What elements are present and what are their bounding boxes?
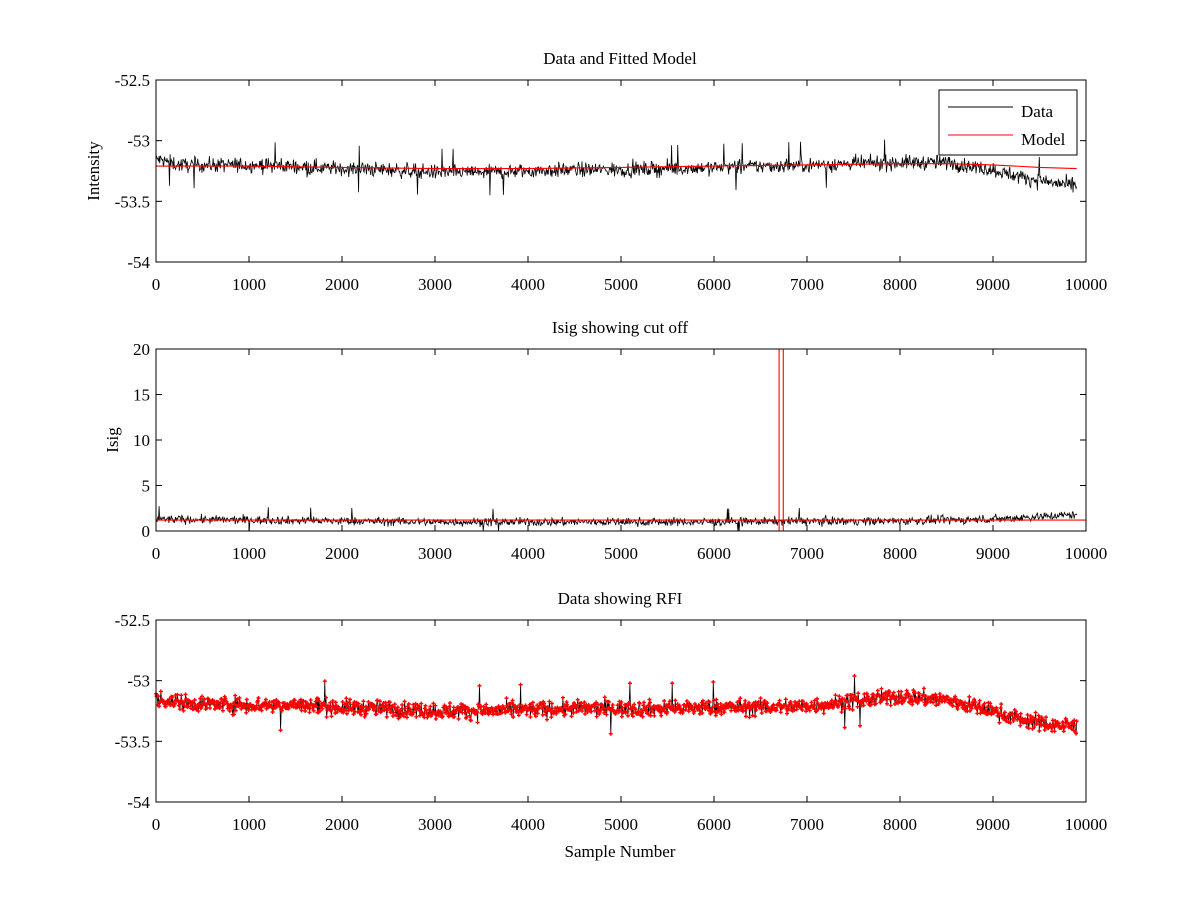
chart-title: Isig showing cut off xyxy=(552,318,688,337)
x-tick-label: 2000 xyxy=(325,544,359,563)
x-tick-label: 0 xyxy=(152,275,161,294)
x-tick-label: 10000 xyxy=(1065,544,1108,563)
x-tick-label: 8000 xyxy=(883,815,917,834)
x-tick-label: 4000 xyxy=(511,275,545,294)
panel-isig-showing-cut-off: Isig showing cut off Isig 0 1000 2000 3000 4… xyxy=(103,318,1107,563)
y-axis-label: Isig xyxy=(103,427,122,453)
x-tick-label: 3000 xyxy=(418,815,452,834)
y-tick-label: -53 xyxy=(127,672,150,691)
x-tick-label: 8000 xyxy=(883,544,917,563)
y-tick-label: 0 xyxy=(142,522,151,541)
y-tick-label: 10 xyxy=(133,431,150,450)
x-tick-label: 8000 xyxy=(883,275,917,294)
y-tick-label: 15 xyxy=(133,386,150,405)
y-tick-label: 5 xyxy=(142,477,151,496)
x-tick-label: 1000 xyxy=(232,275,266,294)
plot-area xyxy=(155,139,1078,196)
y-tick-label: -52.5 xyxy=(115,71,150,90)
x-tick-label: 2000 xyxy=(325,275,359,294)
panel-data-and-fitted-model: Data and Fitted Model Intensity 0 1000 200… xyxy=(84,49,1107,294)
x-tick-label: 3000 xyxy=(418,544,452,563)
plot-area xyxy=(155,349,1086,532)
chart-title: Data showing RFI xyxy=(558,589,683,608)
axes: 0 1000 2000 3000 4000 5000 6000 7000 8000 9000 100… xyxy=(115,611,1108,834)
x-tick-label: 6000 xyxy=(697,815,731,834)
axes: 0 1000 2000 3000 4000 5000 6000 7000 8000 9000 100… xyxy=(133,340,1107,563)
x-tick-label: 4000 xyxy=(511,544,545,563)
y-tick-label: -52.5 xyxy=(115,611,150,630)
data-line xyxy=(155,506,1078,532)
legend: Data Model xyxy=(938,89,1078,156)
x-tick-label: 9000 xyxy=(976,275,1010,294)
chart-title: Data and Fitted Model xyxy=(543,49,697,68)
y-tick-label: -54 xyxy=(127,793,150,812)
x-tick-label: 9000 xyxy=(976,544,1010,563)
x-tick-label: 10000 xyxy=(1065,275,1108,294)
y-tick-label: -53.5 xyxy=(115,732,150,751)
x-tick-label: 2000 xyxy=(325,815,359,834)
x-tick-label: 4000 xyxy=(511,815,545,834)
y-axis-label: Intensity xyxy=(84,141,103,201)
legend-box xyxy=(938,89,1078,156)
series-data xyxy=(155,139,1078,196)
x-tick-label: 0 xyxy=(152,544,161,563)
x-tick-label: 0 xyxy=(152,815,161,834)
x-tick-label: 9000 xyxy=(976,815,1010,834)
y-tick-label: -53 xyxy=(127,132,150,151)
x-axis-label: Sample Number xyxy=(565,842,676,861)
panel-data-showing-rfi: Data showing RFI Sample Number 0 1000 2000… xyxy=(115,589,1108,861)
x-tick-label: 1000 xyxy=(232,544,266,563)
series-model xyxy=(156,163,1077,170)
x-tick-label: 3000 xyxy=(418,275,452,294)
x-tick-label: 6000 xyxy=(697,275,731,294)
x-tick-label: 10000 xyxy=(1065,815,1108,834)
y-tick-label: 20 xyxy=(133,340,150,359)
x-tick-label: 7000 xyxy=(790,544,824,563)
x-tick-label: 7000 xyxy=(790,275,824,294)
x-tick-label: 7000 xyxy=(790,815,824,834)
x-tick-label: 5000 xyxy=(604,275,638,294)
x-tick-label: 5000 xyxy=(604,544,638,563)
axes: 0 1000 2000 3000 4000 5000 6000 7000 8000 9000 100… xyxy=(115,71,1108,294)
legend-label-model: Model xyxy=(1021,130,1066,149)
x-tick-label: 6000 xyxy=(697,544,731,563)
y-tick-label: -53.5 xyxy=(115,192,150,211)
x-tick-label: 5000 xyxy=(604,815,638,834)
x-tick-label: 1000 xyxy=(232,815,266,834)
data-line xyxy=(155,139,1078,196)
legend-label-data: Data xyxy=(1021,102,1054,121)
model-line xyxy=(156,163,1077,170)
y-tick-label: -54 xyxy=(127,253,150,272)
series-s2 xyxy=(778,349,784,531)
series-s0 xyxy=(155,506,1078,532)
